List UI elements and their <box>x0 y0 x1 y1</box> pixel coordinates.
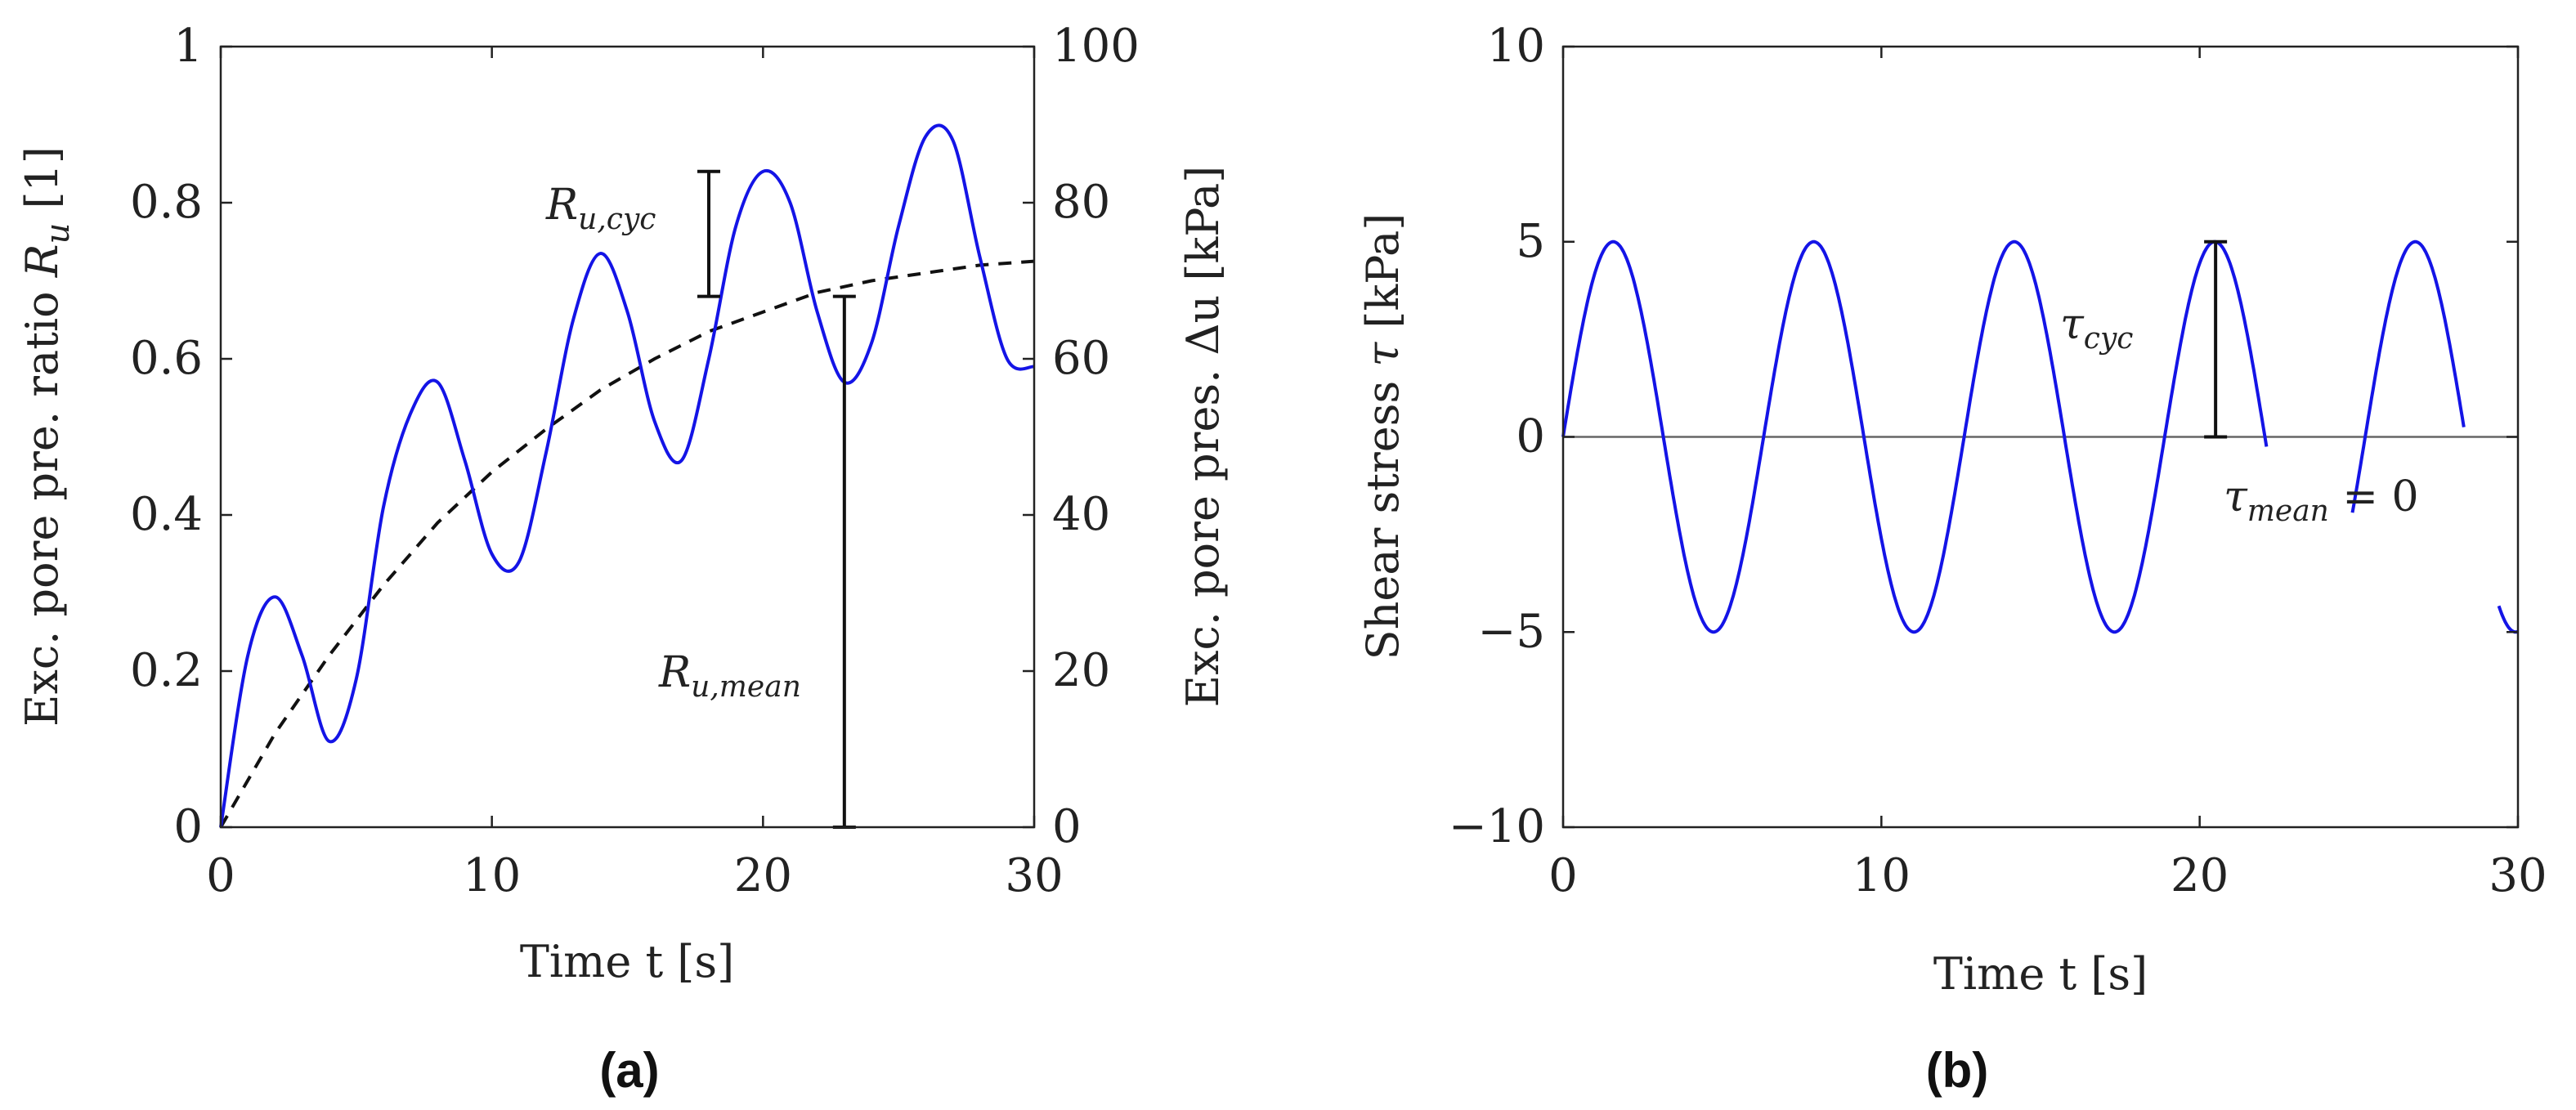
chart-a-ylabel-left-var: R <box>16 244 68 278</box>
chart-a-y-tick-label-left: 0.8 <box>130 176 203 229</box>
chart-a-y-tick-label-right: 20 <box>1052 644 1110 697</box>
chart-a-ann-mean-main: R <box>658 648 691 697</box>
chart-a-y-ticks-left: 0 0.2 0.4 0.6 0.8 1 <box>130 20 232 853</box>
chart-b-y-tick-label: −5 <box>1477 605 1545 658</box>
chart-a-panel-label: (a) <box>599 1043 659 1098</box>
chart-b-ylabel-var: τ <box>1357 342 1409 367</box>
chart-a-y-tick-label-right: 0 <box>1052 800 1082 853</box>
chart-a-y-tick-label-left: 0 <box>173 800 203 853</box>
chart-a-plot-area <box>219 123 1035 829</box>
chart-b-x-ticks: 0 10 20 30 <box>1548 47 2547 902</box>
chart-b-y-tick-label: 0 <box>1516 410 1545 463</box>
chart-a-ann-cyc-main: R <box>545 181 578 230</box>
chart-b-y-tick-label: 10 <box>1487 20 1545 73</box>
chart-a-y-tick-label-right: 40 <box>1052 488 1110 541</box>
chart-a-annotation-cyc: Ru,cyc <box>545 181 656 236</box>
chart-a-y-tick-label-right: 60 <box>1052 332 1110 385</box>
chart-a-annotation-mean: Ru,mean <box>658 648 801 704</box>
chart-a-y-axis-label-right: Exc. pore pres. Δu [kPa] <box>1177 166 1229 708</box>
chart-a-y-tick-label-left: 0.4 <box>130 488 203 541</box>
chart-a-y-tick-label-left: 0.2 <box>130 644 203 697</box>
chart-b-x-axis-label: Time t [s] <box>1933 948 2148 1000</box>
chart-a-ann-cyc-sub: u,cyc <box>578 203 656 236</box>
chart-a: 0 10 20 30 0 0.2 0.4 0.6 0.8 1 0 20 40 60 80 100 Time… <box>16 20 1229 1098</box>
chart-a-y-tick-label-left: 0.6 <box>130 332 203 385</box>
chart-b-y-ticks: −10 −5 0 5 10 <box>1449 20 2518 853</box>
chart-b-x-tick-label: 20 <box>2171 849 2229 902</box>
chart-b-annotation-cyc: τcyc <box>2060 300 2133 356</box>
chart-b-y-tick-label: 5 <box>1516 215 1545 268</box>
chart-b-y-tick-label: −10 <box>1449 800 1545 853</box>
chart-b-plot-area <box>1561 239 2519 634</box>
chart-b-y-axis-label: Shear stress τ [kPa] <box>1357 213 1409 660</box>
chart-b-ann-mean-tail: = 0 <box>2329 472 2419 521</box>
chart-a-x-tick-label: 10 <box>463 849 521 902</box>
chart-b-annotation-mean: τmean = 0 <box>2224 472 2419 528</box>
chart-b-ann-mean-sub: mean <box>2247 495 2329 528</box>
chart-a-x-tick-label: 30 <box>1005 849 1063 902</box>
chart-a-series-ratio-line <box>219 123 1035 828</box>
chart-b-ann-cyc-sub: cyc <box>2084 322 2134 356</box>
chart-a-x-tick-label: 20 <box>734 849 792 902</box>
chart-a-series-mean-line <box>219 259 1035 829</box>
chart-b-x-tick-label: 30 <box>2489 849 2547 902</box>
chart-b-ylabel-main: Shear stress <box>1357 367 1409 660</box>
chart-a-x-ticks: 0 10 20 30 <box>206 47 1064 902</box>
chart-b-x-tick-label: 0 <box>1548 849 1578 902</box>
chart-b-ann-mean-main: τ <box>2224 472 2248 521</box>
chart-a-y-tick-label-right: 80 <box>1052 176 1110 229</box>
chart-b-x-tick-label: 10 <box>1852 849 1911 902</box>
chart-b-ylabel-tail: [kPa] <box>1357 213 1409 342</box>
chart-a-ann-mean-sub: u,mean <box>691 670 801 704</box>
chart-a-y-tick-label-right: 100 <box>1052 20 1140 73</box>
chart-b: 0 10 20 30 −10 −5 0 5 10 Time t [s] Shear stres… <box>1357 20 2547 1098</box>
chart-a-y-axis-label-left: Exc. pore pre. ratio Ru [1] <box>16 146 77 727</box>
chart-b-ann-cyc-main: τ <box>2060 300 2085 349</box>
chart-a-y-ticks-right: 0 20 40 60 80 100 <box>1023 20 1140 853</box>
chart-a-y-tick-label-left: 1 <box>173 20 203 73</box>
chart-a-frame <box>219 45 1036 829</box>
chart-a-ylabel-left-sub: u <box>39 223 77 244</box>
chart-a-x-axis-label: Time t [s] <box>520 936 734 987</box>
chart-a-x-tick-label: 0 <box>206 849 235 902</box>
chart-b-panel-label: (b) <box>1926 1043 1989 1098</box>
chart-a-ylabel-left-main: Exc. pore pre. ratio <box>16 277 68 727</box>
chart-a-ylabel-left-tail: [1] <box>16 146 68 223</box>
